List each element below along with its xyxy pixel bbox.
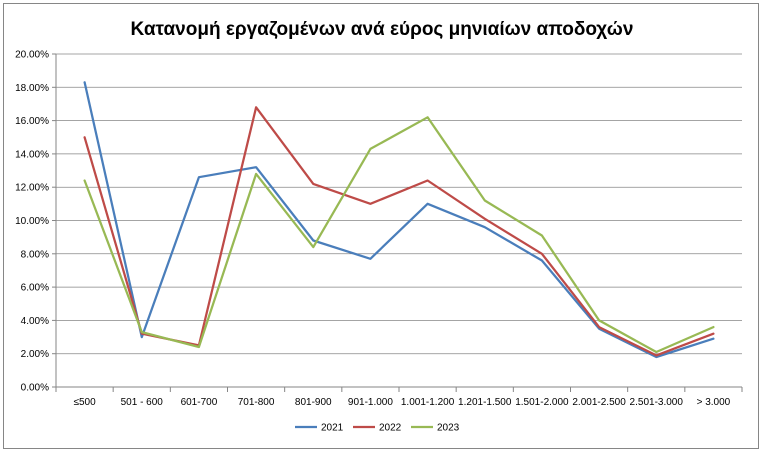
data-point-2023 [255,173,257,175]
data-point-2021 [83,81,86,83]
data-point-2022 [598,326,600,328]
data-point-2023 [83,179,86,182]
axes [52,53,743,392]
data-point-2023 [655,351,657,353]
data-point-2021 [712,338,715,340]
y-tick-label: 4.00% [21,316,49,327]
x-tick-label: 801-900 [295,397,332,408]
y-axis-ticks: 0.00% 2.00% 4.00% 6.00% 8.00% 10.00% 12.00% 14.… [15,50,49,394]
legend-label-2021: 2021 [321,423,344,434]
data-point-2022 [484,218,486,220]
y-tick-label: 8.00% [21,249,49,260]
x-tick-label: 1.001-1.200 [401,397,455,408]
x-tick-label: ≤500 [73,397,96,408]
data-point-2022 [255,106,257,108]
data-point-2022 [655,354,657,356]
data-point-2022 [312,183,314,185]
chart-frame [3,3,759,449]
data-point-2023 [712,326,715,328]
series-line-2021 [83,81,715,359]
y-tick-label: 2.00% [21,349,49,360]
data-point-2021 [484,226,486,228]
x-tick-label: 1.501-2.000 [515,397,569,408]
y-tick-label: 10.00% [15,216,49,227]
legend-label-2022: 2022 [379,423,402,434]
y-tick-label: 12.00% [15,183,49,194]
x-tick-label: 2.501-3.000 [630,397,684,408]
data-point-2022 [141,333,143,335]
data-point-2022 [541,253,543,255]
x-tick-label: 901-1.000 [348,397,393,408]
data-point-2021 [426,203,429,205]
legend-label-2023: 2023 [437,423,460,434]
data-point-2021 [312,239,314,242]
data-point-2023 [541,234,543,237]
x-tick-label: 1.201-1.500 [458,397,512,408]
series-lines [83,81,715,359]
y-tick-label: 6.00% [21,283,49,294]
data-point-2021 [255,166,257,168]
y-tick-label: 20.00% [15,50,49,61]
data-point-2021 [369,258,372,260]
x-tick-label: 601-700 [181,397,218,408]
legend: 2021 2022 2023 [295,423,460,434]
series-line-2023 [83,116,715,354]
data-point-2023 [426,116,429,118]
data-point-2022 [712,333,715,335]
y-tick-label: 14.00% [15,149,49,160]
x-tick-label: > 3.000 [697,397,731,408]
data-point-2021 [541,259,543,262]
x-axis-ticks: ≤500 501 - 600 601-700 701-800 801-900 901-1.… [73,397,730,408]
data-point-2022 [83,136,86,138]
data-point-2023 [484,199,486,202]
chart-title: Κατανομή εργαζομένων ανά εύρος μηνιαίων … [131,19,634,40]
y-tick-label: 18.00% [15,83,49,94]
data-point-2023 [369,148,372,150]
data-point-2021 [141,336,143,338]
x-tick-label: 701-800 [238,397,275,408]
data-point-2021 [198,176,200,178]
data-point-2023 [198,346,200,348]
y-tick-label: 16.00% [15,116,49,127]
x-tick-label: 2.001-2.500 [572,397,626,408]
data-point-2021 [655,356,657,358]
data-point-2023 [312,246,314,248]
data-point-2023 [598,319,600,321]
y-tick-label: 0.00% [21,383,49,394]
data-point-2023 [141,331,143,333]
gridlines [56,53,742,355]
data-point-2022 [369,203,372,205]
x-tick-label: 501 - 600 [121,397,164,408]
data-point-2022 [426,179,429,182]
